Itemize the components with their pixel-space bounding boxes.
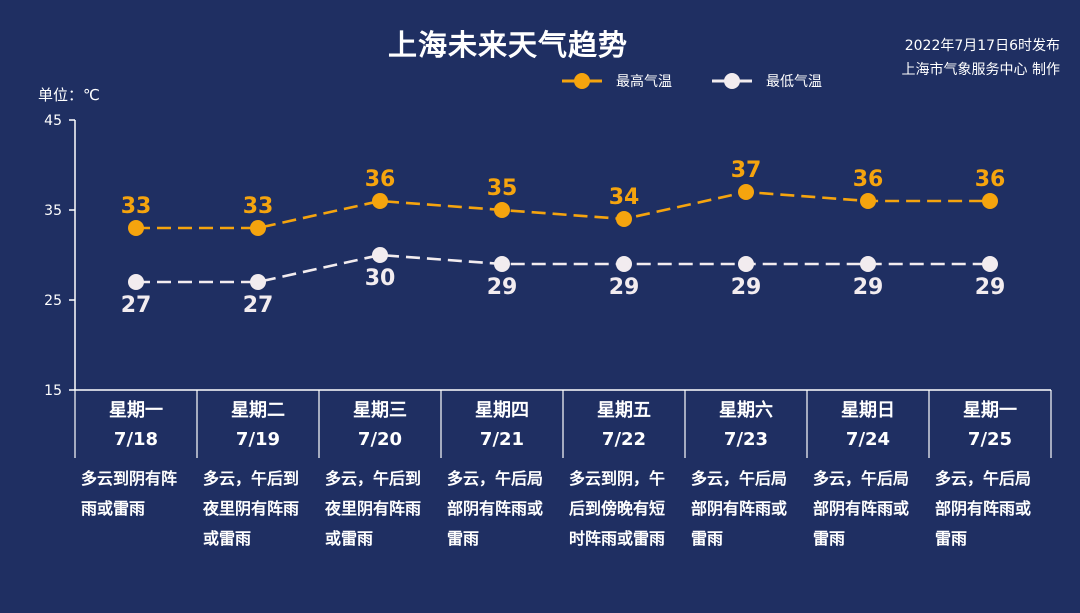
date-label: 7/21 (479, 429, 525, 450)
data-label-0: 36 (853, 167, 884, 192)
data-label-1: 29 (853, 275, 884, 300)
date-label: 7/18 (113, 429, 159, 450)
day-cell: 星期五 7/22 (563, 396, 685, 454)
series-point-1 (494, 256, 510, 272)
weather-description: 多云，午后局部阴有阵雨或雷雨 (691, 469, 788, 548)
series-point-1 (616, 256, 632, 272)
series-point-0 (372, 193, 388, 209)
series-point-1 (250, 274, 266, 290)
legend-low-label: 最低气温 (766, 74, 822, 90)
weekday-label: 星期六 (719, 400, 773, 421)
weekday-label: 星期一 (109, 400, 163, 421)
series-point-0 (128, 220, 144, 236)
series-point-0 (982, 193, 998, 209)
publish-time: 2022年7月17日6时发布 (904, 38, 1060, 54)
date-label: 7/22 (601, 429, 647, 450)
weekday-label: 星期三 (353, 400, 407, 421)
weather-description: 多云，午后局部阴有阵雨或雷雨 (813, 469, 910, 548)
y-tick-label: 45 (44, 113, 62, 129)
series-point-1 (738, 256, 754, 272)
series-point-1 (860, 256, 876, 272)
series-point-0 (860, 193, 876, 209)
data-label-0: 33 (243, 194, 274, 219)
day-cell: 星期日 7/24 (807, 396, 929, 454)
day-cell: 星期一 7/25 (929, 396, 1051, 454)
date-label: 7/23 (723, 429, 769, 450)
series-point-0 (616, 211, 632, 227)
page-title: 上海未来天气趋势 (387, 28, 628, 62)
date-label: 7/20 (357, 429, 403, 450)
weekday-label: 星期一 (963, 400, 1017, 421)
legend-high: 最高气温 (560, 70, 672, 92)
series-point-0 (494, 202, 510, 218)
data-label-1: 29 (487, 275, 518, 300)
weather-description: 多云，午后局部阴有阵雨或雷雨 (447, 469, 544, 548)
weekday-label: 星期二 (231, 400, 285, 421)
series-point-0 (738, 184, 754, 200)
legend-low-marker (712, 73, 752, 89)
data-label-1: 27 (243, 293, 274, 318)
data-label-0: 33 (121, 194, 152, 219)
weather-description: 多云，午后局部阴有阵雨或雷雨 (935, 469, 1032, 548)
weather-description: 多云，午后到夜里阴有阵雨或雷雨 (325, 469, 422, 548)
date-label: 7/24 (845, 429, 891, 450)
data-label-0: 37 (731, 158, 762, 183)
y-tick-label: 15 (44, 383, 62, 399)
data-label-0: 36 (975, 167, 1006, 192)
data-label-0: 35 (487, 176, 518, 201)
day-cell: 星期一 7/18 (75, 396, 197, 454)
data-label-1: 29 (731, 275, 762, 300)
publisher: 上海市气象服务中心 制作 (901, 62, 1060, 78)
date-label: 7/25 (967, 429, 1013, 450)
weekday-label: 星期五 (597, 400, 651, 421)
day-cell: 星期二 7/19 (197, 396, 319, 454)
weather-description: 多云到阴，午后到傍晚有短时阵雨或雷雨 (569, 469, 666, 548)
unit-label: 单位：℃ (38, 86, 100, 104)
data-label-1: 29 (609, 275, 640, 300)
day-cell: 星期三 7/20 (319, 396, 441, 454)
data-label-1: 27 (121, 293, 152, 318)
data-label-0: 34 (609, 185, 640, 210)
data-label-1: 29 (975, 275, 1006, 300)
publish-info: 2022年7月17日6时发布 上海市气象服务中心 制作 (902, 34, 1060, 82)
date-label: 7/19 (235, 429, 281, 450)
day-cell: 星期六 7/23 (685, 396, 807, 454)
day-cell: 星期四 7/21 (441, 396, 563, 454)
weather-description: 多云到阴有阵雨或雷雨 (81, 469, 178, 518)
weekday-label: 星期四 (475, 400, 529, 421)
series-point-1 (128, 274, 144, 290)
series-point-1 (372, 247, 388, 263)
series-point-0 (250, 220, 266, 236)
data-label-1: 30 (365, 266, 396, 291)
legend-low: 最低气温 (710, 70, 822, 92)
y-tick-label: 35 (44, 203, 62, 219)
weekday-label: 星期日 (841, 400, 895, 421)
series-line-0 (136, 190, 990, 230)
y-tick-label: 25 (44, 293, 62, 309)
series-point-1 (982, 256, 998, 272)
legend-high-label: 最高气温 (616, 74, 672, 90)
data-label-0: 36 (365, 167, 396, 192)
series-line-1 (136, 253, 990, 284)
weather-description: 多云，午后到夜里阴有阵雨或雷雨 (203, 469, 300, 548)
legend-high-marker (562, 73, 602, 89)
